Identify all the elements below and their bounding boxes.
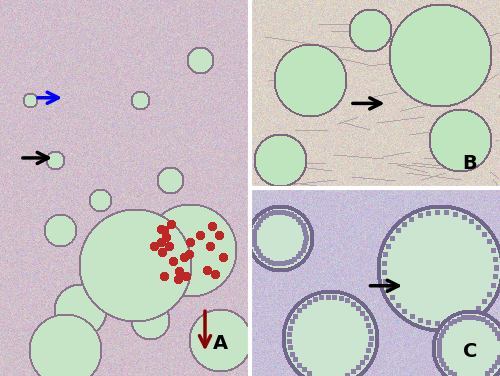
Text: A: A (212, 334, 228, 353)
Text: C: C (463, 342, 477, 361)
Text: B: B (462, 154, 477, 173)
